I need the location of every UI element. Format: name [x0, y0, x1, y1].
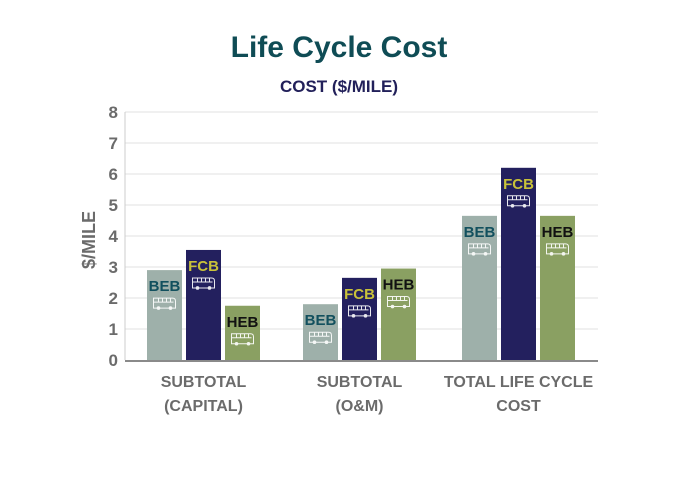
y-tick-label: 8 [109, 103, 118, 122]
bus-icon [231, 333, 254, 346]
bar-label: BEB [305, 312, 337, 329]
bar-beb: BEB [462, 215, 497, 360]
bus-icon [309, 331, 332, 345]
bus-icon [387, 296, 410, 309]
bus-icon [468, 243, 491, 256]
y-tick-label: 6 [109, 165, 118, 184]
bar-label: BEB [149, 278, 181, 295]
x-tick-label: COST [496, 398, 541, 415]
bar-rect [186, 249, 221, 360]
y-axis-label: $/MILE [79, 211, 99, 269]
x-tick-label: SUBTOTAL [317, 374, 403, 391]
axes [124, 112, 598, 362]
bar-rect [147, 270, 182, 360]
y-tick-label: 1 [109, 320, 118, 339]
bar-label: FCB [188, 258, 219, 275]
bar-rect [225, 305, 260, 360]
chart-subtitle: COST ($/MILE) [280, 77, 398, 96]
bar-label: FCB [503, 176, 534, 193]
y-tick-label: 3 [109, 258, 118, 277]
bar-heb: HEB [225, 305, 260, 360]
bar-heb: HEB [540, 215, 575, 360]
bar-label: HEB [542, 224, 574, 241]
x-tick-label: (O&M) [336, 398, 384, 415]
bar-rect [501, 167, 536, 360]
bar-beb: BEB [147, 270, 182, 360]
x-tick-label: SUBTOTAL [161, 374, 247, 391]
bus-icon [507, 195, 530, 208]
x-tick-label: TOTAL LIFE CYCLE [444, 374, 594, 391]
bar-rect [381, 268, 416, 360]
bar-fcb: FCB [501, 167, 536, 360]
chart-title: Life Cycle Cost [231, 31, 448, 64]
bar-fcb: FCB [342, 277, 377, 360]
bar-fcb: FCB [186, 249, 221, 360]
bar-label: FCB [344, 286, 375, 303]
bar-rect [462, 215, 497, 360]
y-tick-label: 0 [109, 351, 118, 370]
y-tick-label: 7 [109, 134, 118, 153]
bars: BEB FCB HEB BEB FCB HEB BEB FCB HEB [147, 167, 575, 360]
bar-beb: BEB [303, 304, 338, 360]
bar-label: HEB [383, 277, 415, 294]
bar-label: BEB [464, 224, 496, 241]
y-tick-label: 5 [109, 196, 118, 215]
y-tick-labels: 0 1 2 3 4 5 6 7 8 [109, 103, 119, 370]
y-tick-label: 4 [109, 227, 119, 246]
bar-rect [540, 215, 575, 360]
bus-icon [192, 277, 215, 290]
bar-heb: HEB [381, 268, 416, 360]
x-tick-label: (CAPITAL) [164, 398, 243, 415]
bar-label: HEB [227, 314, 259, 331]
y-tick-label: 2 [109, 289, 118, 308]
x-tick-labels: SUBTOTAL (CAPITAL) SUBTOTAL (O&M) TOTAL LIFE… [161, 374, 594, 415]
bus-icon [546, 243, 569, 256]
bus-icon [348, 305, 371, 318]
bar-rect [342, 277, 377, 360]
bus-icon [153, 297, 176, 310]
